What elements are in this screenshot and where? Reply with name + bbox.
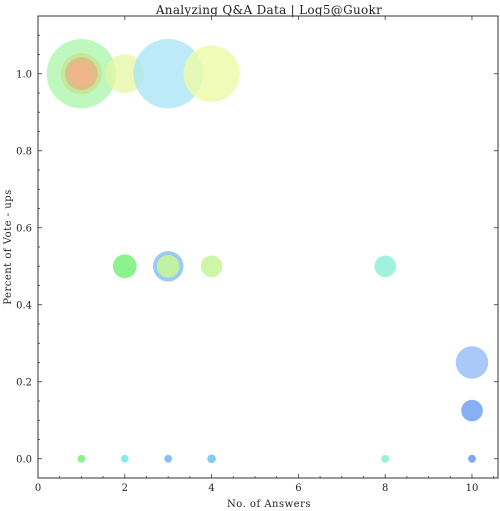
bubble-point-17 [164,454,173,463]
y-tick-label: 0.6 [16,223,32,234]
y-tick-label: 0.8 [16,146,32,157]
x-tick-label: 6 [295,483,301,494]
chart-title: Analyzing Q&A Data | Log5@Guokr [155,3,382,17]
bubble-point-13 [455,346,489,379]
bubble-point-10 [156,254,180,278]
bubble-point-20 [468,454,476,463]
x-tick-label: 8 [382,483,388,494]
y-axis: 0.0 0.2 0.4 0.6 0.8 1.0 [16,34,498,465]
bubble-point-3 [133,38,203,109]
y-tick-label: 1.0 [16,69,32,80]
bubble-point-18 [207,454,216,464]
x-axis: 0 2 4 6 8 10 [35,16,495,494]
bubble-point-4 [183,45,240,102]
y-axis-label: Percent of Vote - ups [3,189,14,305]
y-tick-label: 0.4 [16,300,32,311]
bubble-point-14 [461,399,483,422]
bubble-point-7 [69,61,94,86]
bubble-point-11 [200,255,223,278]
x-tick-label: 0 [35,483,41,494]
x-tick-label: 10 [466,483,479,494]
bubble-point-2 [105,54,145,94]
x-axis-label: No. of Answers [227,499,311,510]
bubble-point-12 [374,255,397,278]
x-tick-label: 4 [208,483,214,494]
bubble-point-8 [112,254,137,279]
bubble-point-19 [381,454,390,463]
bubble-point-16 [120,454,129,463]
bubbles-layer [46,38,489,464]
y-tick-label: 0.2 [16,377,32,388]
y-tick-label: 0.0 [16,454,32,465]
x-tick-label: 2 [122,483,128,494]
bubble-point-15 [77,454,86,463]
